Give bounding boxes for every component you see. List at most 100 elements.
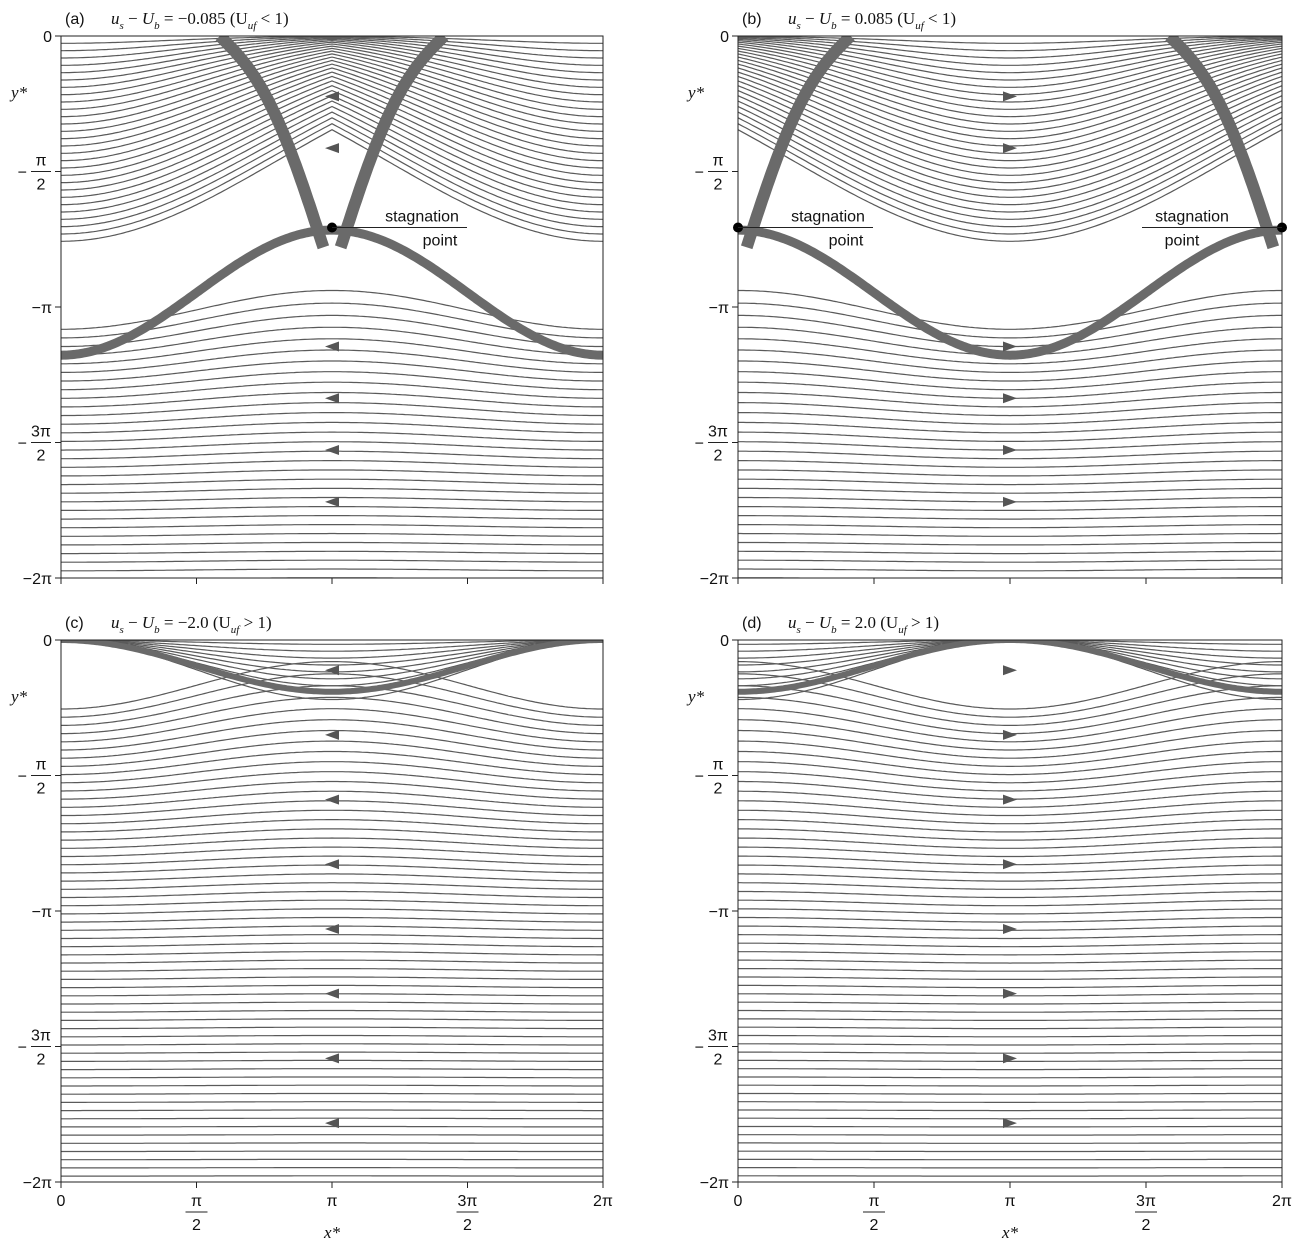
streamline (738, 478, 1282, 486)
y-tick-label: 2 (714, 781, 723, 798)
panels-layer: 0 −π 2 −π − 3π 2 −2π y* (a) us − Ub = −0.085 (Uuf … (9, 9, 1292, 1241)
annotation-text: point (1165, 233, 1200, 250)
streamline (61, 524, 603, 529)
y-tick-label: 0 (43, 633, 52, 650)
streamline (61, 640, 603, 680)
streamline (61, 984, 603, 989)
streamline (61, 846, 603, 858)
panel-title: us − Ub = −0.085 (Uuf < 1) (111, 9, 289, 32)
streamline (738, 532, 1282, 537)
y-tick-sign: − (695, 1040, 704, 1057)
x-tick-label: 2 (1142, 1217, 1151, 1234)
streamline (738, 100, 1282, 206)
panel-title: us − Ub = 2.0 (Uuf > 1) (788, 613, 939, 636)
streamline (61, 391, 603, 408)
streamline (738, 640, 1282, 652)
streamline (738, 56, 1282, 132)
y-tick-label: −π (32, 300, 52, 317)
streamline (61, 541, 603, 546)
streamline (738, 685, 1282, 726)
streamline (738, 75, 1282, 169)
annotation-text: point (829, 233, 864, 250)
flow-arrow (1002, 665, 1017, 676)
streamline (738, 916, 1282, 923)
y-axis-label: y* (686, 83, 705, 102)
streamline (738, 59, 1282, 140)
streamline (738, 976, 1282, 980)
flow-arrow (324, 923, 339, 934)
streamline (61, 809, 603, 825)
streamline (61, 421, 603, 434)
streamline (738, 640, 1282, 694)
streamline (61, 673, 603, 718)
streamline (738, 809, 1282, 825)
y-tick-label: −2π (23, 1175, 52, 1192)
streamline (61, 460, 603, 468)
streamline (61, 1051, 603, 1054)
y-tick-label: 2 (37, 781, 46, 798)
y-tick-label: 3π (31, 424, 51, 441)
streamline (61, 37, 603, 66)
x-tick-label: 3π (1136, 1193, 1156, 1210)
streamline (61, 951, 603, 956)
flow-arrow (324, 729, 339, 740)
plot-area (738, 640, 1282, 1177)
streamline (738, 640, 1282, 680)
streamline (61, 441, 603, 451)
streamline (61, 685, 603, 726)
y-tick-label: −π (32, 904, 52, 921)
flow-arrow (1002, 496, 1017, 507)
streamline (738, 53, 1282, 125)
flow-arrow (324, 143, 339, 154)
y-tick-label: 2 (37, 1052, 46, 1069)
plot-area (738, 36, 1282, 578)
y-tick-label: π (35, 153, 46, 170)
streamline (61, 80, 603, 176)
y-tick-label: −2π (700, 571, 729, 588)
streamline (61, 640, 603, 659)
streamline (61, 729, 603, 759)
streamline (61, 837, 603, 849)
flow-arrow (1002, 393, 1017, 404)
flow-arrow (1002, 729, 1017, 740)
streamline (61, 740, 603, 767)
y-tick-label: π (35, 757, 46, 774)
streamline (738, 1109, 1282, 1112)
streamline (738, 761, 1282, 784)
streamline (738, 36, 1282, 52)
streamline (738, 640, 1282, 645)
streamline (738, 1001, 1282, 1005)
streamline (61, 968, 603, 972)
panel-tag: (a) (65, 11, 85, 28)
annotation-text: stagnation (1155, 209, 1229, 226)
panel-tag: (d) (742, 615, 762, 632)
streamline (61, 568, 603, 572)
streamline (738, 47, 1282, 110)
streamline (61, 45, 603, 103)
flow-arrow (324, 859, 339, 870)
y-tick-label: 3π (31, 1028, 51, 1045)
streamline (738, 882, 1282, 890)
streamline (738, 559, 1282, 563)
separatrix-band (738, 640, 1282, 695)
streamline (61, 828, 603, 841)
y-tick-label: 2 (37, 448, 46, 465)
streamline (61, 302, 603, 339)
flow-arrow (324, 1118, 339, 1129)
x-tick-label: 2π (1272, 1193, 1292, 1210)
streamline (61, 532, 603, 537)
streamline (738, 640, 1282, 687)
streamline (61, 43, 603, 96)
y-tick-label: 2 (714, 448, 723, 465)
streamline (738, 959, 1282, 964)
streamline (61, 719, 603, 751)
streamline (738, 71, 1282, 162)
streamline (61, 696, 603, 735)
streamline (61, 882, 603, 890)
streamline (61, 515, 603, 520)
streamline (738, 673, 1282, 718)
flow-arrow (324, 393, 339, 404)
streamline (738, 506, 1282, 511)
streamline (738, 890, 1282, 899)
